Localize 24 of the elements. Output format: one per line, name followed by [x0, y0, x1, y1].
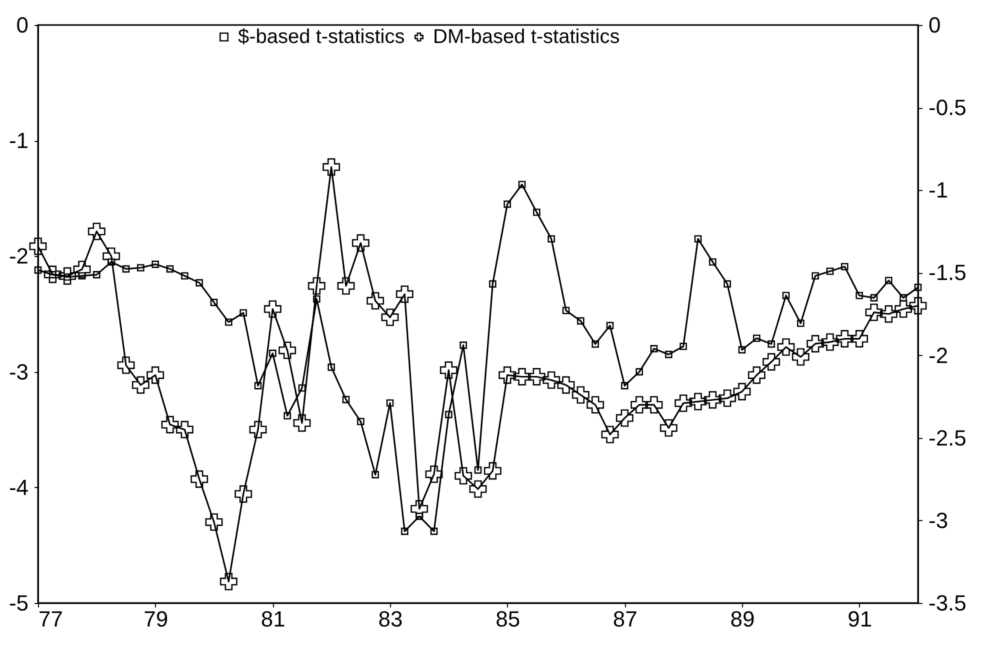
- y-tick-label: -4: [8, 474, 28, 500]
- x-tick-label: 81: [260, 606, 286, 632]
- y-tick-label: -2: [8, 244, 28, 269]
- x-tick-label: 87: [612, 606, 638, 632]
- x-tick-label: 77: [38, 606, 63, 632]
- x-tick-label: 89: [730, 606, 755, 632]
- y-tick-label: 0: [16, 12, 28, 38]
- x-tick-label: 85: [496, 606, 520, 632]
- y-tick-label: -1: [8, 128, 28, 154]
- y2-tick-label: -1.5: [928, 260, 966, 286]
- x-tick-label: 79: [144, 606, 168, 632]
- y2-tick-label: -0.5: [928, 95, 966, 120]
- y2-tick-label: -2: [928, 342, 948, 368]
- x-tick-label: 91: [848, 606, 872, 632]
- legend-label: DM-based t-statistics: [433, 26, 620, 48]
- y2-tick-label: -3.5: [928, 590, 966, 616]
- x-tick-label: 83: [378, 606, 403, 632]
- legend-label: $-based t-statistics: [238, 26, 405, 48]
- y-tick-label: -5: [8, 590, 28, 616]
- y-tick-label: -3: [8, 359, 28, 384]
- y2-tick-label: -3: [928, 508, 948, 533]
- y2-tick-label: 0: [928, 12, 941, 38]
- y2-tick-label: -2.5: [928, 425, 966, 450]
- y2-tick-label: -1: [928, 178, 948, 203]
